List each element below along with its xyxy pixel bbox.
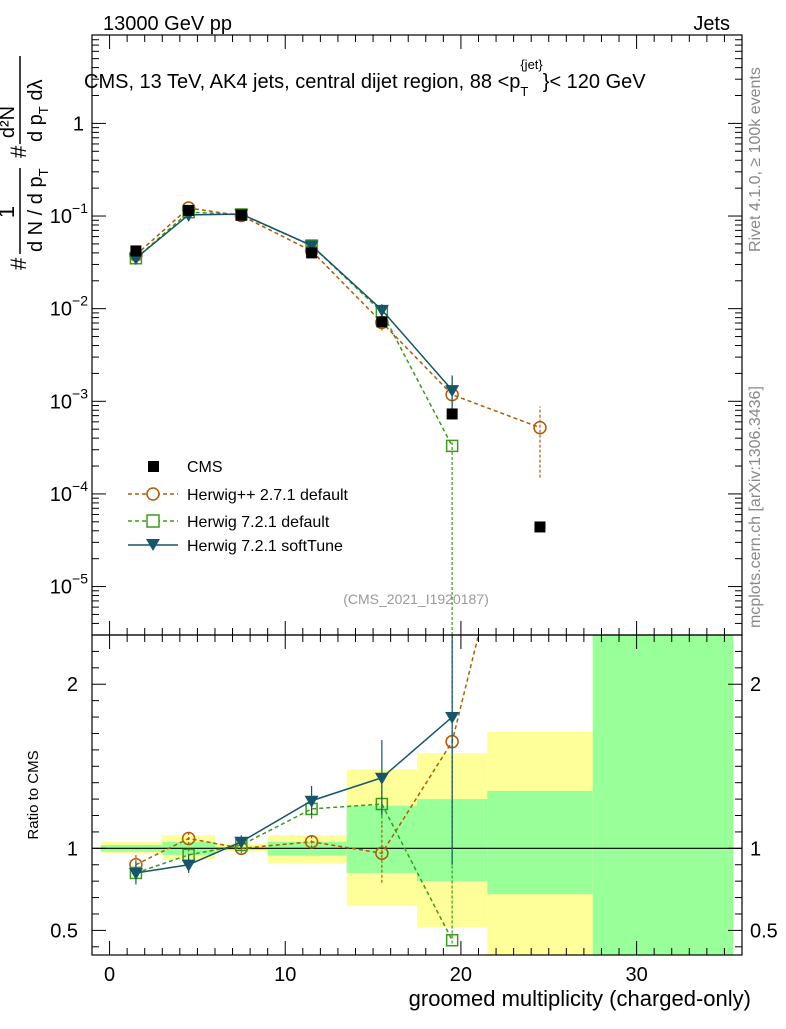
analysis-watermark: (CMS_2021_I1920187) <box>343 591 489 607</box>
ratio-point-herwig-2-7-1-default-1 <box>181 831 196 846</box>
main-y-tick-label-4: 10−4 <box>50 478 88 506</box>
x-tick-label-10: 10 <box>274 964 296 986</box>
legend-marker-herwigpp <box>146 487 160 501</box>
main-point-cms-3 <box>306 247 318 259</box>
main-line-herwig-7-2-1-default <box>135 211 453 447</box>
x-tick-label-30: 30 <box>625 964 647 986</box>
legend: CMS Herwig++ 2.7.1 default Herwig 7.2.1 … <box>128 459 349 555</box>
ratio-point-herwig-7-2-1-softtune-1 <box>181 859 196 872</box>
main-line-herwig-2-7-1-default <box>135 207 541 429</box>
ratio-point-herwig-7-2-1-softtune-3 <box>304 795 319 808</box>
legend-label-cms: CMS <box>187 459 223 476</box>
main-point-cms-6 <box>534 521 546 533</box>
main-point-herwig-7-2-1-softtune-3 <box>304 240 319 253</box>
main-point-herwig-7-2-1-default-5 <box>445 439 459 453</box>
main-point-cms-2 <box>235 209 247 221</box>
main-y-tick-label-5: 10−5 <box>50 571 88 599</box>
band-inner-7 <box>592 635 734 955</box>
main-y-axis-label: # 1 d N / d pT # d²N d pT dλ <box>0 56 51 270</box>
ratio-line-herwig-7-2-1-default <box>135 803 453 941</box>
main-point-herwig-7-2-1-softtune-5 <box>445 385 460 398</box>
ratio-point-herwig-7-2-1-softtune-2 <box>234 836 249 849</box>
x-axis-label: groomed multiplicity (charged-only) <box>409 986 751 1011</box>
main-y-tick-label-1: 10−1 <box>50 200 88 228</box>
x-tick-label-0: 0 <box>104 964 115 986</box>
legend-marker-cms <box>148 461 159 472</box>
legend-marker-herwig721 <box>146 514 160 528</box>
ratio-point-herwig-7-2-1-softtune-5 <box>445 712 460 725</box>
main-point-herwig-2-7-1-default-6 <box>533 420 547 435</box>
legend-label-softtune: Herwig 7.2.1 softTune <box>187 538 343 555</box>
ratio-y-tick-label-right-2: 2 <box>750 674 761 696</box>
plot-title: CMS, 13 TeV, AK4 jets, central dijet reg… <box>84 57 646 99</box>
plot-layer <box>92 201 742 947</box>
ratio-y-tick-label-0.5: 0.5 <box>50 920 78 942</box>
main-y-tick-label-2: 10−2 <box>50 293 88 321</box>
band-inner-6 <box>487 790 593 895</box>
ratio-y-tick-label-2: 2 <box>67 674 78 696</box>
main-point-cms-4 <box>376 316 388 328</box>
legend-label-herwigpp: Herwig++ 2.7.1 default <box>187 487 349 504</box>
ylabel-den-2: d pT dλ <box>25 80 51 142</box>
ratio-y-axis-label: Ratio to CMS <box>25 750 42 839</box>
axes-frame: 0 10 20 30 1 10−1 10−2 10−3 10−4 10−5 0.5 0.5 1 1 2 2 <box>50 34 778 986</box>
main-line-herwig-7-2-1-softtune <box>135 213 453 391</box>
ratio-panel-frame <box>91 634 743 956</box>
rivet-label: Rivet 4.1.0, ≥ 100k events <box>747 67 764 252</box>
main-point-herwig-7-2-1-softtune-4 <box>374 304 389 317</box>
ylabel-num-1: 1 <box>0 206 19 218</box>
ratio-point-herwig-7-2-1-softtune-4 <box>374 772 389 785</box>
ratio-uncertainty-bands <box>100 635 734 955</box>
ratio-y-tick-label-right-1: 1 <box>750 838 761 860</box>
ratio-point-herwig-7-2-1-default-5 <box>445 933 459 947</box>
ratio-point-herwig-7-2-1-softtune-0 <box>128 867 143 880</box>
ylabel-hash-2: # <box>6 145 31 158</box>
legend-label-herwig721: Herwig 7.2.1 default <box>187 514 330 531</box>
ratio-point-herwig-2-7-1-default-4 <box>375 846 389 861</box>
ylabel-num-2: d²N <box>0 106 19 138</box>
main-y-tick-label-3: 10−3 <box>50 385 88 413</box>
main-y-tick-label-0: 1 <box>73 113 84 135</box>
ratio-y-tick-label-1: 1 <box>67 838 78 860</box>
ratio-line-herwig-7-2-1-softtune <box>135 716 453 874</box>
energy-label: 13000 GeV pp <box>103 13 232 35</box>
main-point-cms-5 <box>446 408 458 420</box>
ylabel-den-1: d N / d pT <box>25 168 51 252</box>
main-point-cms-1 <box>183 204 195 216</box>
ratio-point-herwig-2-7-1-default-3 <box>304 835 319 849</box>
ylabel-hash-1: # <box>6 257 31 270</box>
ratio-y-tick-label-right-0.5: 0.5 <box>750 920 778 942</box>
legend-marker-softtune <box>146 539 160 551</box>
category-label: Jets <box>693 13 730 35</box>
source-label: mcplots.cern.ch [arXiv:1306.3436] <box>747 386 764 628</box>
x-tick-label-20: 20 <box>450 964 472 986</box>
main-point-cms-0 <box>130 245 142 257</box>
